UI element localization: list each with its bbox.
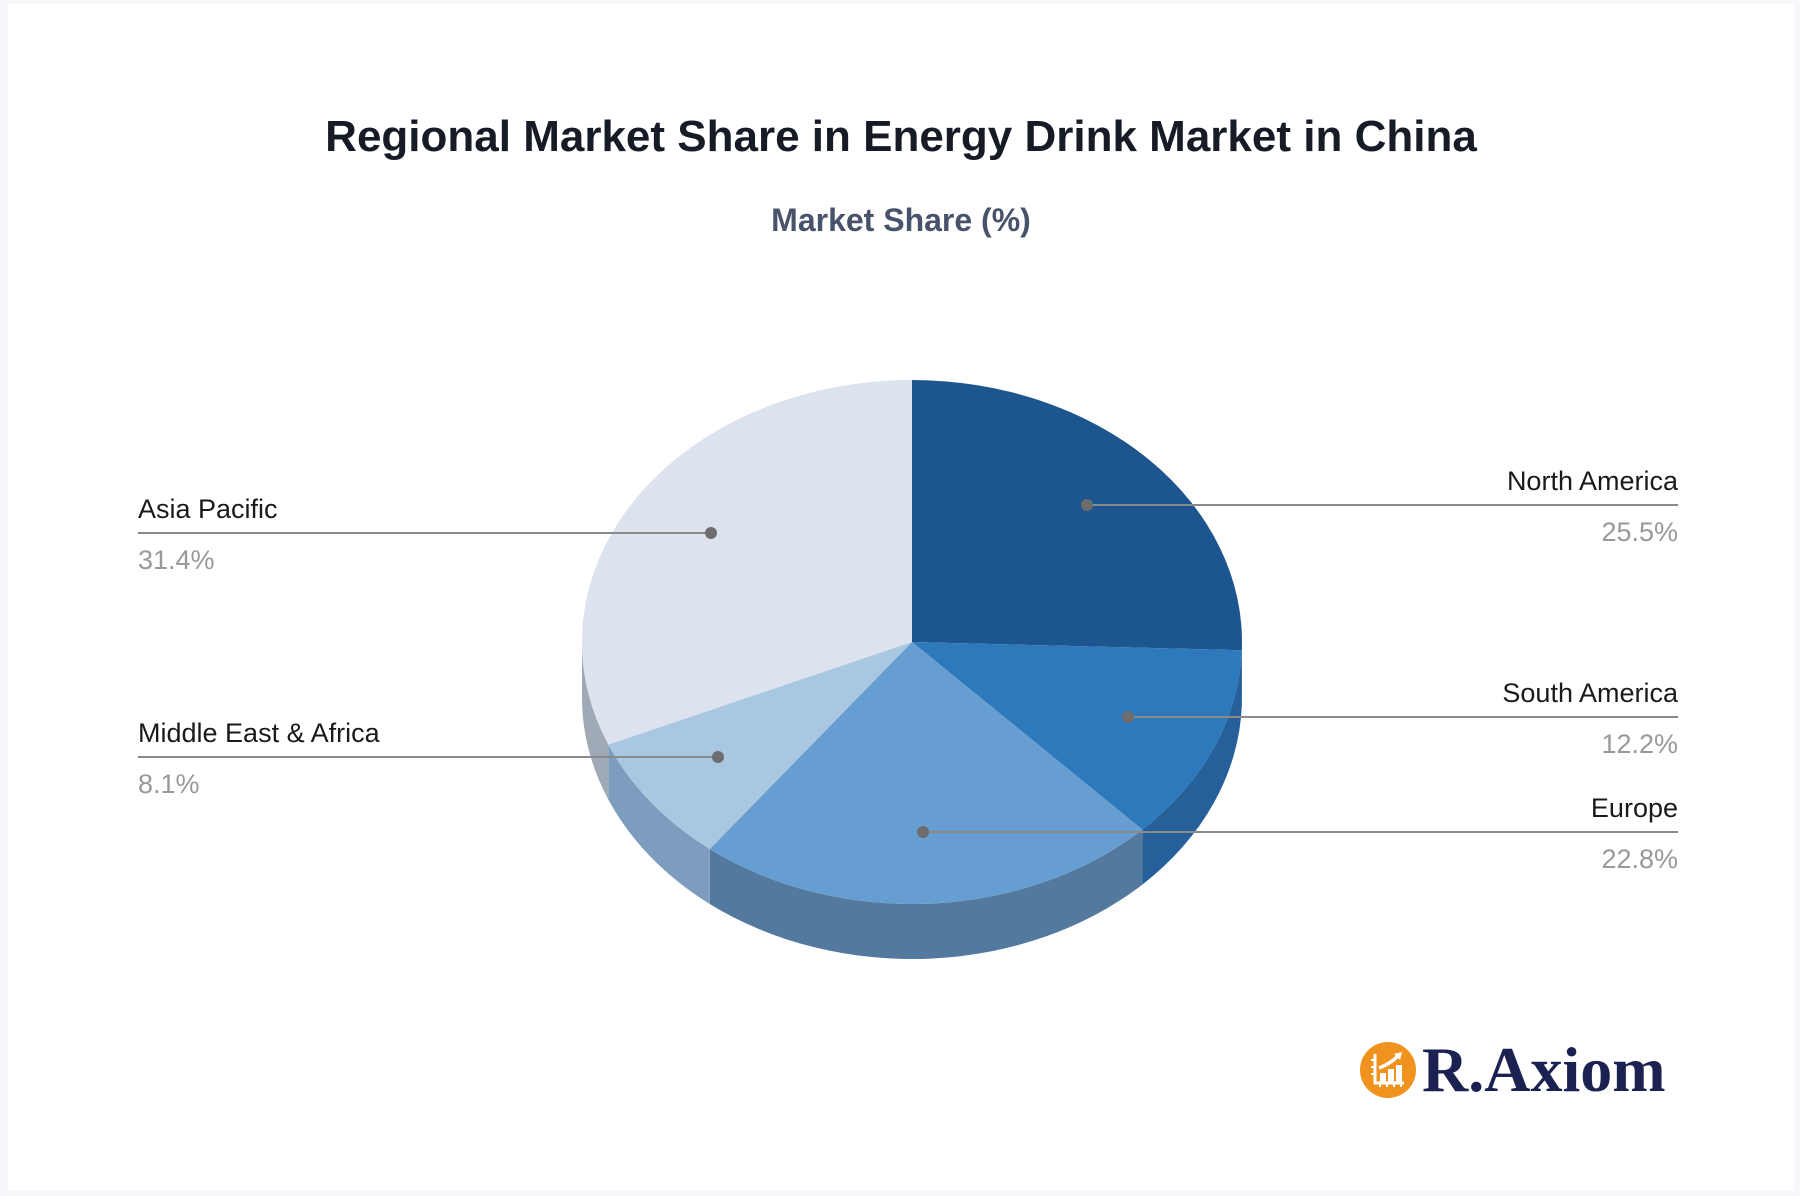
callout-value: 12.2% (1601, 729, 1678, 759)
pie-slice-north-america[interactable] (912, 380, 1242, 651)
callout-label: South America (1502, 678, 1678, 708)
callout-south-america: South America 12.2% (1122, 678, 1678, 759)
pie-slice-south-america[interactable] (912, 642, 1242, 830)
callout-dot (1122, 711, 1134, 723)
pie-slice-asia-pacific[interactable] (581, 380, 912, 745)
callout-dot (705, 527, 717, 539)
pie-slice-side-asia-pacific (582, 642, 609, 800)
brand-logo: R.Axiom (1360, 1034, 1666, 1105)
callout-label: Asia Pacific (138, 494, 278, 524)
callout-dot (917, 826, 929, 838)
callout-label: Europe (1590, 793, 1678, 823)
callout-label: North America (1506, 466, 1678, 496)
chart-canvas: Regional Market Share in Energy Drink Ma… (8, 4, 1794, 1191)
callout-value: 22.8% (1601, 844, 1678, 874)
callout-middle-east-africa: Middle East & Africa 8.1% (138, 718, 724, 799)
callout-label: Middle East & Africa (138, 718, 380, 748)
pie-slice-side-europe (709, 829, 1143, 959)
callout-value: 31.4% (138, 545, 215, 575)
pie-slice-europe[interactable] (709, 642, 1143, 904)
chart-title: Regional Market Share in Energy Drink Ma… (325, 112, 1477, 161)
pie-slice-side-middle-east-africa (608, 744, 710, 905)
callout-asia-pacific: Asia Pacific 31.4% (138, 494, 717, 575)
callout-europe: Europe 22.8% (917, 793, 1678, 874)
chart-subtitle: Market Share (%) (771, 202, 1031, 238)
pie-slice-side-south-america (1142, 650, 1242, 885)
pie-chart (581, 380, 1242, 959)
bar-chart-growth-icon (1360, 1042, 1416, 1098)
callout-value: 8.1% (138, 769, 200, 799)
callout-dot (1081, 499, 1093, 511)
callout-north-america: North America 25.5% (1081, 466, 1678, 547)
callout-dot (712, 751, 724, 763)
pie-slice-middle-east-africa[interactable] (608, 642, 912, 850)
brand-logo-text: R.Axiom (1422, 1034, 1666, 1105)
callout-value: 25.5% (1601, 517, 1678, 547)
